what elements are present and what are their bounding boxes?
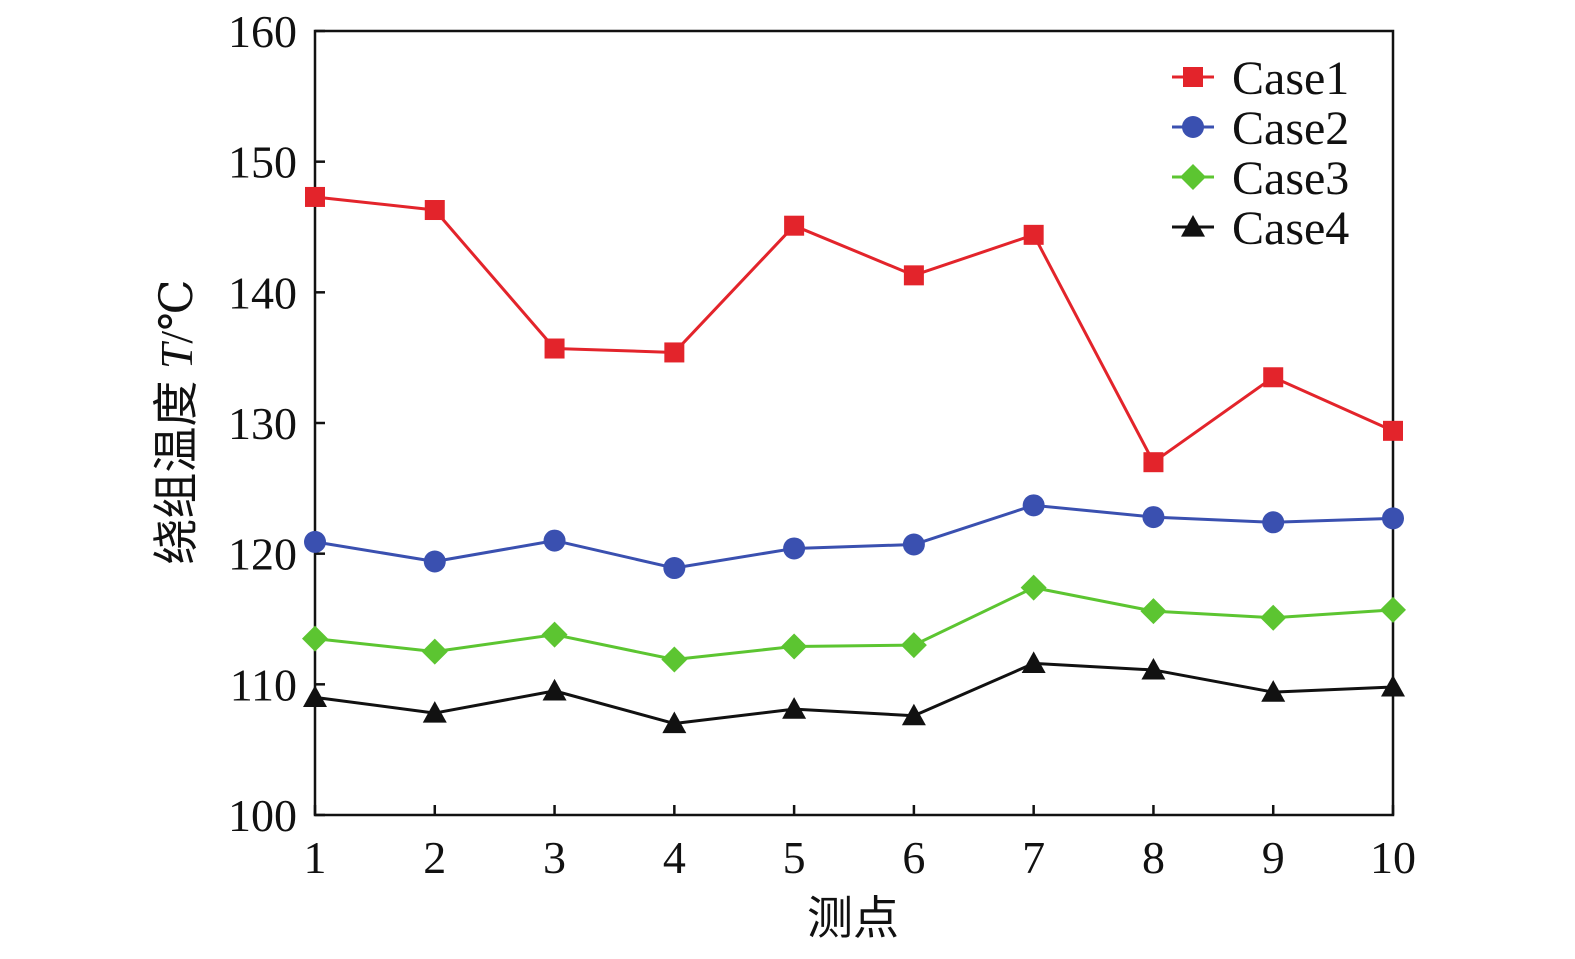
data-point-case2 <box>663 557 686 580</box>
data-point-case3 <box>1020 574 1047 601</box>
series-layer <box>302 186 1406 734</box>
y-tick-label: 110 <box>230 659 297 710</box>
data-point-case2 <box>1142 506 1165 529</box>
x-tick-label: 5 <box>783 832 806 883</box>
data-point-case1 <box>903 265 924 286</box>
legend-marker <box>1182 116 1204 138</box>
legend-item-case3: Case3 <box>1172 152 1349 205</box>
x-tick-label: 9 <box>1262 832 1285 883</box>
legend-item-case1: Case1 <box>1172 52 1349 105</box>
data-point-case4 <box>1021 651 1046 674</box>
y-tick-label: 150 <box>228 137 297 188</box>
data-point-case4 <box>542 678 567 701</box>
x-tick-label: 3 <box>543 832 566 883</box>
data-point-case3 <box>541 621 568 648</box>
x-tick-label: 7 <box>1022 832 1045 883</box>
legend-item-case2: Case2 <box>1172 102 1349 155</box>
data-point-case3 <box>302 625 328 652</box>
x-tick-label: 1 <box>304 832 327 883</box>
y-axis-title-text: 绕组温度 <box>151 369 202 565</box>
y-axis-title-variable: T <box>151 340 202 369</box>
legend-label: Case4 <box>1232 202 1349 255</box>
y-axis: 100 110 120 130 140 150 160 <box>228 6 325 841</box>
data-point-case1 <box>1023 224 1044 245</box>
x-tick-label: 8 <box>1142 832 1165 883</box>
data-point-case1 <box>784 215 805 236</box>
data-point-case4 <box>782 697 807 719</box>
series-case4 <box>303 651 1405 734</box>
data-point-case4 <box>1261 680 1286 702</box>
data-point-case4 <box>901 703 926 726</box>
y-tick-label: 100 <box>228 790 297 841</box>
y-tick-label: 130 <box>228 398 297 449</box>
x-axis: 1 2 3 4 5 6 7 8 9 10 <box>304 805 1416 883</box>
data-point-case3 <box>900 632 927 659</box>
data-point-case1 <box>1263 367 1284 388</box>
data-point-case4 <box>1141 657 1166 680</box>
series-line-case1 <box>314 195 1394 464</box>
series-line-case2 <box>314 503 1394 570</box>
data-point-case1 <box>544 338 565 359</box>
data-point-case2 <box>543 529 566 552</box>
y-tick-label: 160 <box>228 6 297 57</box>
data-point-case3 <box>1260 604 1287 631</box>
data-point-case4 <box>1381 674 1405 697</box>
data-point-case1 <box>1143 452 1164 473</box>
data-point-case2 <box>1022 494 1045 517</box>
data-point-case1 <box>424 200 445 221</box>
x-tick-label: 6 <box>902 832 925 883</box>
legend-label: Case2 <box>1232 102 1349 155</box>
legend-item-case4: Case4 <box>1172 202 1349 255</box>
data-point-case2 <box>1382 507 1404 530</box>
data-point-case3 <box>421 638 448 665</box>
data-point-case4 <box>662 711 687 734</box>
y-axis-title: 绕组温度 T/℃ <box>151 279 202 564</box>
x-tick-label: 4 <box>663 832 686 883</box>
y-tick-label: 120 <box>228 529 297 580</box>
series-case3 <box>302 574 1406 673</box>
series-case2 <box>304 494 1404 580</box>
data-point-case4 <box>303 685 327 707</box>
data-point-case1 <box>305 186 325 207</box>
data-point-case2 <box>423 550 446 573</box>
legend-marker <box>1183 67 1203 87</box>
data-point-case2 <box>1262 511 1285 534</box>
legend-marker <box>1180 164 1206 190</box>
data-point-case3 <box>1380 596 1406 623</box>
data-point-case1 <box>1383 420 1403 441</box>
data-point-case3 <box>1140 598 1167 625</box>
x-tick-label: 2 <box>423 832 446 883</box>
series-line-case3 <box>314 586 1394 662</box>
data-point-case3 <box>781 633 808 660</box>
y-axis-title-unit: /℃ <box>151 279 202 343</box>
data-point-case4 <box>422 701 447 723</box>
y-tick-label: 140 <box>228 267 297 318</box>
x-axis-title: 测点 <box>807 893 899 944</box>
data-point-case3 <box>661 646 688 673</box>
series-line-case4 <box>314 661 1394 726</box>
data-point-case1 <box>664 342 685 363</box>
data-point-case2 <box>783 537 806 560</box>
series-case1 <box>305 186 1403 473</box>
data-point-case2 <box>304 530 326 553</box>
legend-label: Case3 <box>1232 152 1349 205</box>
data-point-case2 <box>902 533 925 556</box>
x-tick-label: 10 <box>1370 832 1416 883</box>
legend-marker <box>1181 215 1205 237</box>
legend-label: Case1 <box>1232 52 1349 105</box>
